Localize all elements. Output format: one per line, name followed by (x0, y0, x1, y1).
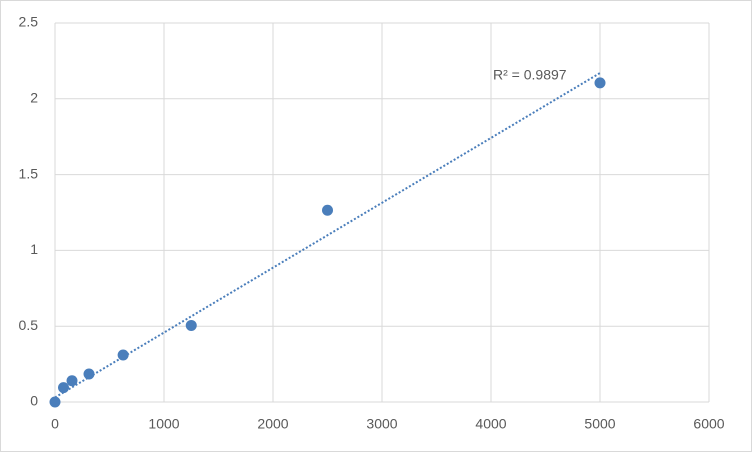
y-tick-label: 0 (30, 393, 38, 409)
trendline-label: R² = 0.9897 (493, 67, 567, 83)
x-tick-label: 2000 (257, 416, 288, 432)
y-tick-label: 2 (30, 90, 38, 106)
y-tick-label: 0.5 (19, 317, 39, 333)
point (185, 319, 197, 331)
x-tick-label: 4000 (475, 416, 506, 432)
trendline (54, 72, 601, 399)
x-tick-label: 3000 (366, 416, 397, 432)
point (66, 375, 78, 387)
point (322, 204, 333, 216)
x-tick-label: 6000 (693, 416, 724, 432)
y-tick-label: 1 (30, 241, 38, 257)
y-tick-label: 2.5 (19, 14, 39, 30)
point (49, 396, 61, 408)
x-tick-label: 1000 (148, 416, 179, 432)
point (117, 349, 129, 361)
point (58, 382, 70, 394)
point (594, 77, 606, 89)
x-tick-label: 0 (51, 416, 59, 432)
y-tick-label: 1.5 (19, 165, 39, 181)
point (83, 368, 95, 380)
x-tick-label: 5000 (584, 416, 615, 432)
